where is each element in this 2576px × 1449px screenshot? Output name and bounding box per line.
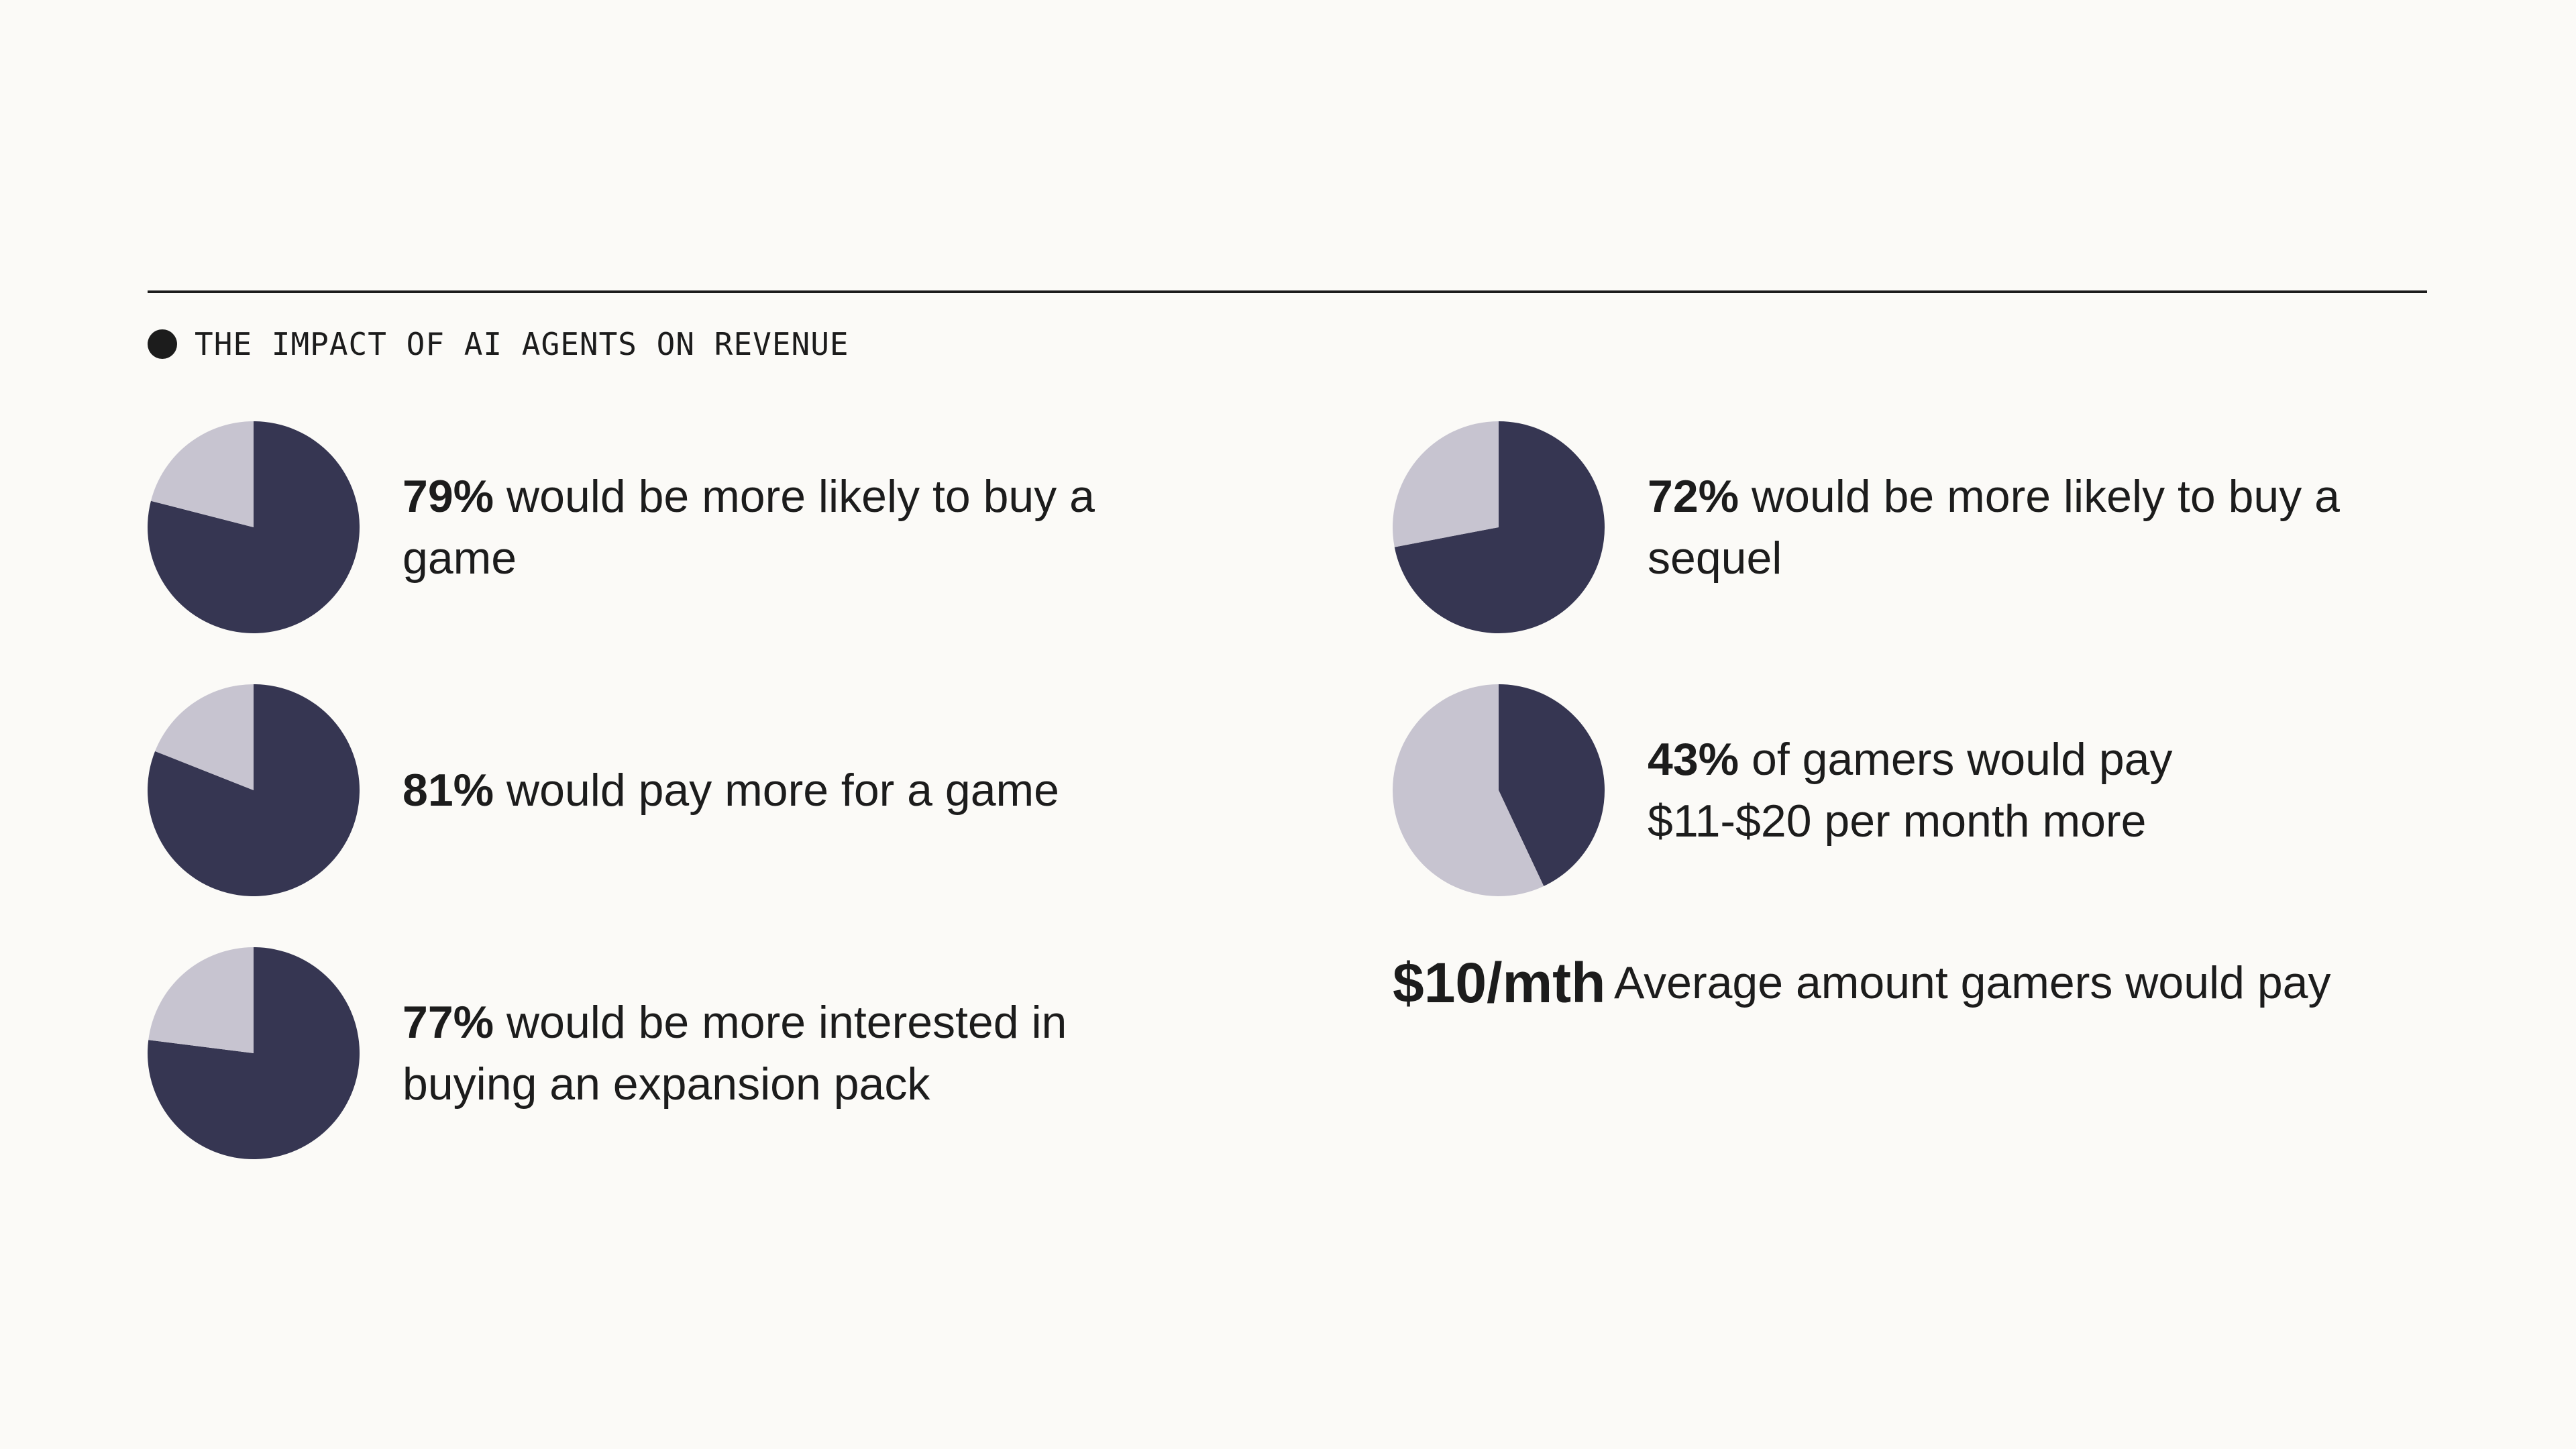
pie-chart <box>148 421 360 633</box>
average-amount-label: Average amount gamers would pay <box>1614 957 2331 1008</box>
stat-item-sequel: 72% would be more likely to buy a sequel <box>1393 421 2352 633</box>
pie-chart <box>148 684 360 896</box>
stat-item-buy-game: 79% would be more likely to buy a game <box>148 421 1107 633</box>
pie-slice-remainder <box>1393 684 1544 896</box>
stat-value: 79% <box>402 471 494 522</box>
stat-description: would be more likely to buy a sequel <box>1648 471 2340 584</box>
stat-text: 79% would be more likely to buy a game <box>402 466 1107 589</box>
average-amount-value: $10/mth <box>1393 951 1606 1014</box>
stat-description: of gamers would pay $11-$20 per month mo… <box>1648 734 2173 847</box>
pie-chart <box>1393 684 1605 896</box>
pie-slice-remainder <box>155 684 254 790</box>
average-amount: $10/mth Average amount gamers would pay <box>1393 946 2330 1020</box>
pie-chart <box>1393 421 1605 633</box>
stat-item-pay-more: 81% would pay more for a game <box>148 684 1140 896</box>
section-title: THE IMPACT OF AI AGENTS ON REVENUE <box>195 326 849 362</box>
stat-description: would be more likely to buy a game <box>402 471 1095 584</box>
section-header: THE IMPACT OF AI AGENTS ON REVENUE <box>148 326 849 362</box>
pie-slice-primary <box>148 684 360 896</box>
stat-value: 43% <box>1648 734 1739 785</box>
pie-slice-remainder <box>148 947 254 1053</box>
stat-item-expansion-pack: 77% would be more interested in buying a… <box>148 947 1073 1159</box>
pie-slice-remainder <box>150 421 254 527</box>
stat-item-monthly-pay: 43% of gamers would pay $11-$20 per mont… <box>1393 684 2251 896</box>
pie-slice-primary <box>1499 684 1605 886</box>
stat-value: 77% <box>402 997 494 1048</box>
pie-slice-primary <box>1394 421 1605 633</box>
stat-text: 77% would be more interested in buying a… <box>402 991 1073 1115</box>
bullet-dot-icon <box>148 329 177 359</box>
stat-description: would pay more for a game <box>506 765 1059 816</box>
stat-text: 72% would be more likely to buy a sequel <box>1648 466 2352 589</box>
divider-line <box>148 290 2427 293</box>
pie-chart <box>148 947 360 1159</box>
stat-value: 72% <box>1648 471 1739 522</box>
stat-description: would be more interested in buying an ex… <box>402 997 1067 1110</box>
pie-slice-remainder <box>1393 421 1499 547</box>
stat-value: 81% <box>402 765 494 816</box>
stat-text: 43% of gamers would pay $11-$20 per mont… <box>1648 729 2251 852</box>
stat-text: 81% would pay more for a game <box>402 759 1140 821</box>
